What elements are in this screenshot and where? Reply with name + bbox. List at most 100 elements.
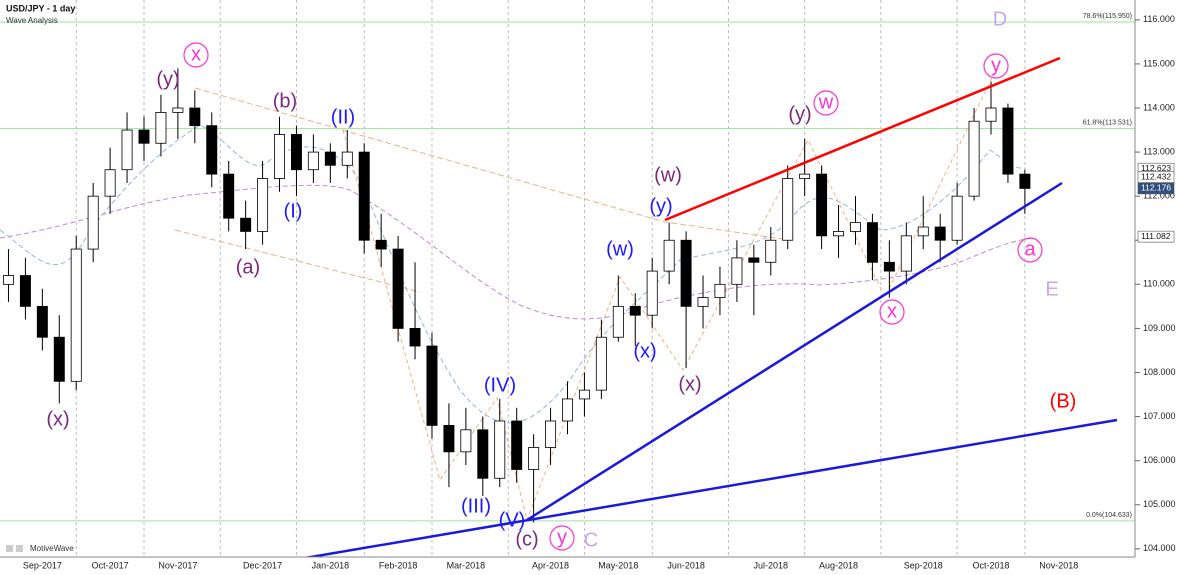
candle-body [528,447,540,470]
candle-body [595,336,607,391]
x-axis-panel [0,557,1200,575]
trend-line-blue [526,181,1063,522]
candle-body [257,178,269,232]
wave-label: y [557,526,567,548]
y-tick-label: 108.000 [1143,367,1176,377]
y-tick-label: 112.000 [1143,191,1175,201]
candle-body [87,195,99,250]
candle-body [19,275,31,307]
y-tick-label: 104.000 [1143,543,1176,553]
wave-label: (x) [678,373,701,395]
candle-body [409,328,421,347]
candle-body [850,222,861,232]
y-tick-label: 105.000 [1143,499,1176,509]
y-tick-label: 110.000 [1143,279,1175,289]
candle-body [883,261,895,272]
moving-average-slow [0,184,1036,320]
x-tick-label: Feb-2018 [379,560,418,570]
candle-body [866,222,878,263]
y-tick-label: 113.000 [1143,146,1175,156]
x-tick-label: Aug-2018 [819,560,858,570]
wave-labels: (x)(y)x(a)(b)(I)(II)(III)(IV)(V)(c) y C(w)… [46,8,1076,551]
wave-label: D [993,8,1007,30]
candle-body [172,107,184,113]
wave-label: (y) [788,103,811,125]
candle-body [748,257,760,263]
chart-title: USD/JPY - 1 day [6,3,75,13]
candle-body [1002,107,1014,175]
candle-body [494,420,506,479]
wave-label: (w) [654,164,682,186]
x-tick-label: Apr-2018 [532,560,569,570]
candle-body [680,239,692,307]
candle-body [53,336,65,382]
wave-label: (V) [499,509,526,531]
candle-body [731,257,743,285]
candle-body [477,429,489,479]
candle-body [697,297,709,307]
brand: MotiveWave [30,544,74,553]
toolbar-icon[interactable] [6,545,13,552]
candle-body [307,151,319,171]
wave-label: (y) [156,68,179,90]
wave-label: w [818,91,834,113]
candle-body [646,270,658,316]
wave-label: (y) [649,195,672,217]
candle-body [765,239,777,263]
wave-label: (IV) [484,374,516,396]
wave-label: (B) [1050,390,1077,412]
x-tick-label: Nov-2018 [1039,560,1078,570]
wave-label: (III) [461,495,491,517]
candle-body [375,239,387,250]
y-tick-label: 106.000 [1143,455,1176,465]
candle-body [36,305,48,338]
wave-circle [879,299,905,325]
candle-body [138,129,150,144]
month-grid [75,0,1026,557]
wave-label: C [584,529,598,551]
candle-body [816,173,828,237]
wave-label: (b) [273,90,297,112]
axes: Sep-2017 Oct-2017 Nov-2017 Dec-2017 Jan-2018… [23,14,1176,570]
price-tag-label: 112.623 [1141,163,1171,173]
helper-line [194,87,791,241]
candle-body [240,217,252,232]
price-tag [1137,230,1175,243]
wave-circle [813,90,839,116]
candle-body [900,235,912,272]
toolbar-icon[interactable] [16,545,23,552]
fib-label: 78.6%(115.950) [1083,13,1132,20]
y-axis-panel [1135,0,1200,575]
candle-body [189,107,201,127]
x-tick-label: Mar-2018 [447,560,486,570]
candle-body [358,151,370,241]
x-tick-label: Sep-2017 [23,560,62,570]
candle-body [443,424,455,453]
x-tick-label: Dec-2017 [243,560,282,570]
wave-path [342,77,993,522]
price-tag-label: 112.176 [1141,183,1171,193]
candle-body [104,169,116,197]
candle-body [511,420,523,470]
y-tick-label: 114.000 [1143,102,1175,112]
y-tick-label: 115.000 [1143,58,1175,68]
candle-body [799,173,811,179]
candle-body [917,226,929,237]
wave-label: (w) [606,238,634,260]
candle-body [578,389,590,400]
x-tick-label: Nov-2017 [158,560,197,570]
wave-label: (I) [284,200,303,222]
x-tick-label: Jul-2018 [754,560,789,570]
wave-circle [1017,237,1043,263]
candle-body [341,151,353,166]
candle-body [460,429,472,453]
candle-body [274,134,285,179]
y-tick-label: 109.000 [1143,323,1176,333]
price-tag-label: 111.082 [1141,231,1171,241]
candle-body [426,345,438,426]
candle-body [1019,173,1031,189]
candle-body [324,151,336,166]
candle-body [121,129,133,171]
wave-circle [183,42,209,68]
